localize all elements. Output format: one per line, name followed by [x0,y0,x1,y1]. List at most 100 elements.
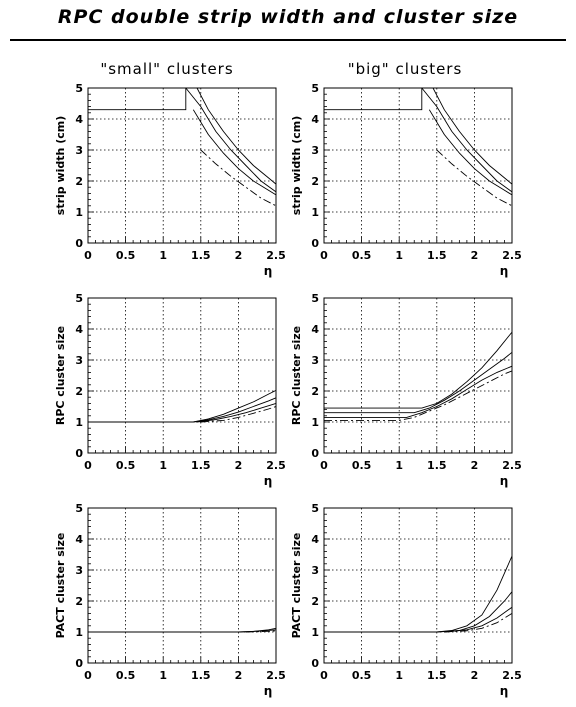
y-axis-label: RPC cluster size [290,326,303,425]
y-tick-label: 1 [311,626,319,639]
series-line-1 [324,331,513,409]
y-tick-label: 5 [311,292,319,305]
x-axis-label: η [500,684,509,698]
chart-rpc-cluster-big: 0 0.5 1 1.5 2 2.5 0 1 2 3 4 5 η RPC cluster size [290,292,522,488]
title-divider [10,39,566,41]
y-tick-label: 1 [311,206,319,219]
x-tick-label: 1 [395,669,403,682]
x-tick-label: 1.5 [427,249,447,262]
chart-pact-cluster-small: 0 0.5 1 1.5 2 2.5 0 1 2 3 4 5 η PACT cluster size [54,502,286,698]
y-tick-label: 2 [311,385,319,398]
x-tick-label: 0.5 [352,249,372,262]
y-tick-label: 5 [311,502,319,515]
series-line-1 [324,555,513,633]
series-line-3 [185,87,277,193]
series-line-1 [88,88,187,111]
series-line-5 [200,149,277,207]
y-tick-label: 2 [311,175,319,188]
y-tick-label: 2 [75,175,83,188]
series-line-2 [432,87,513,185]
y-tick-label: 2 [75,595,83,608]
x-tick-label: 0 [84,459,92,472]
y-tick-label: 0 [311,447,319,460]
y-tick-label: 4 [75,533,83,546]
y-tick-label: 3 [311,144,319,157]
y-tick-label: 0 [311,237,319,250]
plot-frame [323,87,513,244]
y-tick-label: 4 [311,323,319,336]
y-tick-label: 0 [75,237,83,250]
y-axis-label: PACT cluster size [290,533,303,639]
y-tick-label: 3 [75,144,83,157]
y-tick-label: 3 [75,564,83,577]
y-tick-label: 1 [75,416,83,429]
column-title-small-clusters: "small" clusters [100,60,234,78]
plot-frame [87,297,277,454]
x-tick-label: 1 [159,459,167,472]
y-tick-label: 2 [311,595,319,608]
x-tick-label: 2 [471,459,479,472]
x-tick-label: 1.5 [427,459,447,472]
x-axis-label: η [264,264,273,278]
y-tick-label: 5 [75,502,83,515]
series-line-2 [196,87,277,185]
x-tick-label: 2 [235,459,243,472]
y-axis-label: strip width (cm) [54,116,67,215]
x-tick-label: 1.5 [191,249,211,262]
y-tick-label: 2 [75,385,83,398]
x-tick-label: 1 [395,459,403,472]
x-axis-label: η [264,474,273,488]
series-line-4 [200,406,277,423]
y-tick-label: 3 [311,564,319,577]
plot-frame [87,87,277,244]
y-tick-label: 5 [75,292,83,305]
y-tick-label: 0 [311,657,319,670]
x-tick-label: 0.5 [352,459,372,472]
x-tick-label: 0 [320,249,328,262]
series-line-2 [193,397,277,423]
chart-pact-cluster-big: 0 0.5 1 1.5 2 2.5 0 1 2 3 4 5 η PACT cluster size [290,502,522,698]
series-line-3 [324,365,513,418]
x-tick-label: 2 [471,249,479,262]
x-tick-label: 2.5 [502,669,522,682]
series-line-2 [436,591,513,633]
series-line-2 [324,351,513,414]
chart-strip-width-big: 0 0.5 1 1.5 2 2.5 0 1 2 3 4 5 η strip width (cm) [290,82,522,278]
y-tick-label: 4 [75,113,83,126]
y-tick-label: 0 [75,447,83,460]
series-line-1 [324,88,423,111]
series-line-3 [245,630,277,633]
y-tick-label: 4 [311,533,319,546]
x-tick-label: 0 [84,249,92,262]
y-axis-label: RPC cluster size [54,326,67,425]
x-tick-label: 0.5 [116,249,136,262]
x-tick-label: 2.5 [502,249,522,262]
y-tick-label: 3 [75,354,83,367]
x-tick-label: 2.5 [502,459,522,472]
x-tick-label: 1.5 [191,459,211,472]
y-tick-label: 0 [75,657,83,670]
y-axis-label: strip width (cm) [290,116,303,215]
series-line-4 [428,109,513,196]
x-tick-label: 0 [320,459,328,472]
chart-rpc-cluster-small: 0 0.5 1 1.5 2 2.5 0 1 2 3 4 5 η RPC cluster size [54,292,286,488]
y-tick-label: 1 [75,206,83,219]
series-line-4 [192,109,277,196]
x-tick-label: 1 [395,249,403,262]
column-title-big-clusters: "big" clusters [347,60,463,78]
x-tick-label: 0 [320,669,328,682]
x-tick-label: 2.5 [266,249,286,262]
y-tick-label: 4 [311,113,319,126]
x-tick-label: 2.5 [266,669,286,682]
x-axis-label: η [500,474,509,488]
x-tick-label: 2 [235,249,243,262]
x-tick-label: 0.5 [116,669,136,682]
x-tick-label: 2 [471,669,479,682]
x-tick-label: 1.5 [427,669,447,682]
page-title: RPC double strip width and cluster size [57,6,519,28]
series-line-4 [444,613,513,633]
x-tick-label: 1 [159,669,167,682]
series-line-5 [436,149,513,207]
x-tick-label: 0.5 [352,669,372,682]
